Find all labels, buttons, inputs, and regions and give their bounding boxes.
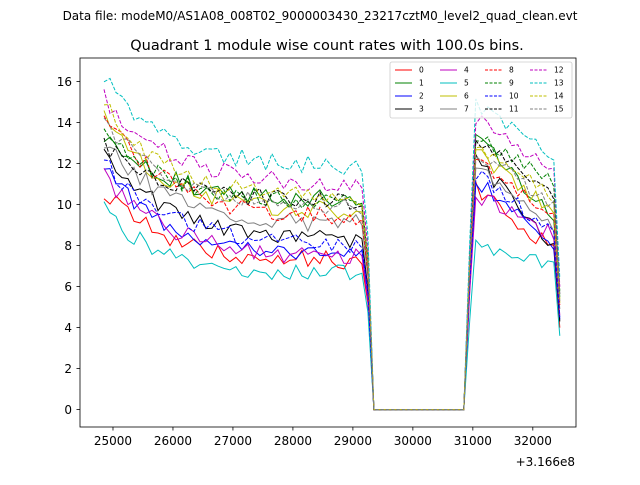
legend-label: 1 <box>419 79 424 88</box>
y-tick-label: 2 <box>64 362 72 376</box>
legend-label: 4 <box>464 66 469 75</box>
series-line-6 <box>103 110 561 411</box>
series-line-10 <box>103 159 561 411</box>
x-axis-offset-label: +3.166e8 <box>516 455 575 469</box>
x-tick-label: 31000 <box>454 434 492 448</box>
series-line-5 <box>103 201 561 411</box>
legend-label: 6 <box>464 92 469 101</box>
figure-suptitle: Data file: modeM0/AS1A08_008T02_90000034… <box>63 9 578 23</box>
legend-label: 10 <box>509 92 519 101</box>
legend-label: 3 <box>419 105 424 114</box>
legend-label: 13 <box>554 79 564 88</box>
x-tick-label: 26000 <box>154 434 192 448</box>
chart-title: Quadrant 1 module wise count rates with … <box>130 38 524 54</box>
legend-label: 0 <box>419 66 424 75</box>
series-line-12 <box>103 89 561 411</box>
x-tick-label: 29000 <box>334 434 372 448</box>
y-tick-label: 10 <box>57 198 72 212</box>
x-tick-label: 28000 <box>274 434 312 448</box>
series-line-15 <box>103 117 561 411</box>
y-tick-label: 16 <box>57 75 72 89</box>
legend-label: 12 <box>554 66 564 75</box>
legend-label: 7 <box>464 105 469 114</box>
series-line-7 <box>103 146 561 411</box>
legend-label: 8 <box>509 66 514 75</box>
y-tick-label: 14 <box>57 116 72 130</box>
x-tick-label: 25000 <box>94 434 132 448</box>
series-line-3 <box>103 148 561 411</box>
legend-box <box>389 61 573 119</box>
plot-area: 25000 26000 27000 28000 29000 30000 31000 32000… <box>57 57 577 448</box>
series-line-8 <box>103 115 561 411</box>
x-tick-label: 27000 <box>214 434 252 448</box>
y-tick-label: 4 <box>64 321 72 335</box>
y-tick-label: 12 <box>57 157 72 171</box>
legend-label: 14 <box>554 92 564 101</box>
y-tick-label: 8 <box>64 239 72 253</box>
legend-label: 5 <box>464 79 469 88</box>
series-line-9 <box>103 128 561 411</box>
legend-label: 15 <box>554 105 564 114</box>
series-line-14 <box>103 103 561 411</box>
legend-label: 2 <box>419 92 424 101</box>
y-tick-label: 0 <box>64 403 72 417</box>
x-tick-label: 32000 <box>514 434 552 448</box>
legend-label: 11 <box>509 105 519 114</box>
axes-frame <box>79 57 577 428</box>
series-line-2 <box>103 168 561 411</box>
x-tick-label: 30000 <box>394 434 432 448</box>
series-line-0 <box>103 181 561 411</box>
series-line-11 <box>103 137 561 411</box>
series-line-4 <box>103 167 561 411</box>
y-tick-label: 6 <box>64 280 72 294</box>
legend-label: 9 <box>509 79 514 88</box>
